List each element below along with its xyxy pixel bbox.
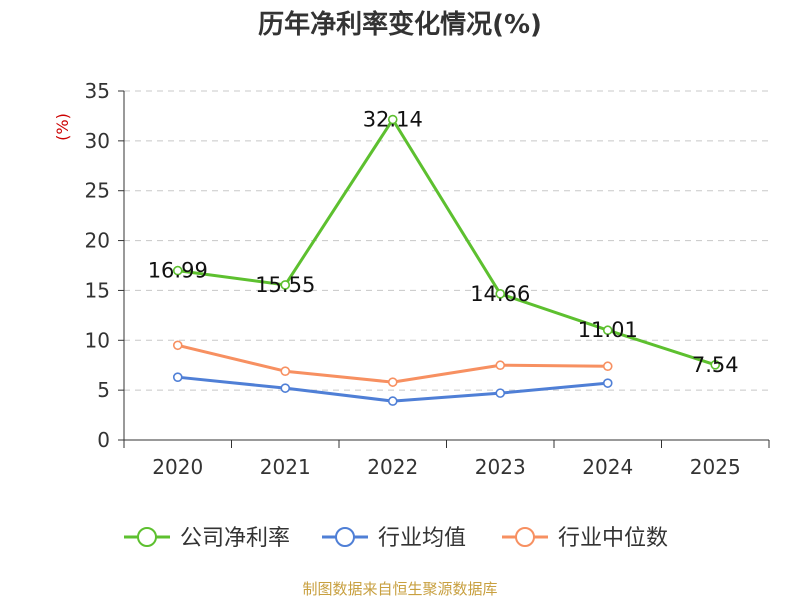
legend-label: 行业中位数 (558, 526, 668, 551)
data-labels: 16.99 15.55 32.14 14.66 11.01 7.54 (148, 108, 739, 377)
data-point (387, 396, 398, 406)
x-tick-label: 2025 (690, 455, 741, 479)
legend-item: 公司净利率 (124, 526, 290, 551)
data-point (602, 325, 613, 336)
data-point (172, 265, 183, 276)
data-point (602, 361, 613, 372)
x-tick-label: 2020 (152, 455, 203, 479)
chart-title: 历年净利率变化情况(%) (258, 10, 542, 40)
legend: 公司净利率 行业均值 行业中位数 (124, 526, 668, 551)
series-line (177, 118, 716, 367)
legend-swatch-marker (137, 527, 157, 547)
y-tick-label: 30 (85, 129, 110, 153)
data-point (495, 289, 506, 299)
data-point (172, 372, 183, 382)
data-point (387, 377, 398, 387)
source-note: 制图数据来自恒生聚源数据库 (302, 580, 498, 598)
data-point (602, 378, 613, 388)
y-tick-label: 0 (97, 428, 110, 452)
legend-item: 行业均值 (322, 526, 466, 551)
data-point (280, 383, 291, 393)
y-tick-label: 5 (97, 378, 110, 402)
data-label: 7.54 (692, 353, 739, 377)
data-point (495, 388, 506, 398)
data-point (710, 360, 721, 370)
y-tick-label: 15 (85, 278, 110, 302)
data-label: 15.55 (255, 273, 315, 297)
legend-swatch-marker (335, 527, 355, 547)
x-tick-label: 2024 (582, 455, 633, 479)
data-label: 14.66 (470, 282, 530, 306)
data-point (172, 340, 183, 351)
y-tick-label: 20 (85, 229, 110, 253)
y-tick-label: 25 (85, 179, 110, 203)
data-label: 11.01 (578, 318, 638, 342)
series-line (177, 343, 608, 384)
data-label: 32.14 (363, 108, 423, 132)
y-tick-label: 35 (85, 79, 110, 103)
data-point (280, 280, 291, 290)
data-point (280, 366, 291, 376)
legend-item: 行业中位数 (502, 526, 668, 551)
grid-lines (124, 90, 769, 391)
data-point (387, 114, 398, 125)
legend-label: 行业均值 (378, 526, 466, 551)
x-tick-label: 2023 (475, 455, 526, 479)
y-axis-unit-label: (%) (53, 113, 72, 141)
data-label: 16.99 (148, 259, 208, 283)
data-point (495, 360, 506, 371)
series-lines (172, 114, 721, 406)
y-tick-label: 10 (85, 328, 110, 352)
legend-swatch-marker (515, 527, 535, 547)
x-tick-label: 2021 (260, 455, 311, 479)
x-tick-label: 2022 (367, 455, 418, 479)
legend-label: 公司净利率 (180, 526, 290, 551)
